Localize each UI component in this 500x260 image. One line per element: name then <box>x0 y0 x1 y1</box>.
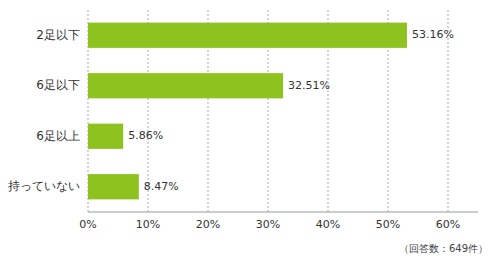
x-axis-line <box>88 212 478 213</box>
category-label: 持っていない <box>8 179 80 193</box>
bars <box>88 23 407 200</box>
bar <box>88 174 139 199</box>
x-axis: 0% 10% 20% 30% 40% 50% 60% <box>79 212 478 231</box>
bar <box>88 23 407 48</box>
data-label: 53.16% <box>412 28 454 41</box>
x-tick-label: 20% <box>196 218 220 231</box>
x-tick-label: 30% <box>256 218 280 231</box>
bar <box>88 124 123 149</box>
data-label: 5.86% <box>128 129 163 142</box>
x-tick-label: 50% <box>376 218 400 231</box>
background <box>0 0 500 260</box>
x-tick-label: 0% <box>79 218 96 231</box>
chart-container: 0% 10% 20% 30% 40% 50% 60% 2足以下 53.16% 6足以下 32.51%… <box>0 0 500 260</box>
x-tick-label: 40% <box>316 218 340 231</box>
data-label: 8.47% <box>144 180 179 193</box>
grid <box>88 10 448 212</box>
category-label: 6足以下 <box>36 78 80 92</box>
bar <box>88 73 283 98</box>
labels: 2足以下 53.16% 6足以下 32.51% 6足以上 5.86% 持っていない 8.47% <box>8 28 454 194</box>
category-label: 6足以上 <box>36 129 80 143</box>
x-tick-label: 10% <box>136 218 160 231</box>
chart-svg: 0% 10% 20% 30% 40% 50% 60% 2足以下 53.16% 6足以下 32.51%… <box>0 0 500 260</box>
data-label: 32.51% <box>288 79 330 92</box>
category-label: 2足以下 <box>36 28 80 42</box>
footnote: （回答数：649件） <box>399 243 488 254</box>
x-tick-label: 60% <box>436 218 460 231</box>
